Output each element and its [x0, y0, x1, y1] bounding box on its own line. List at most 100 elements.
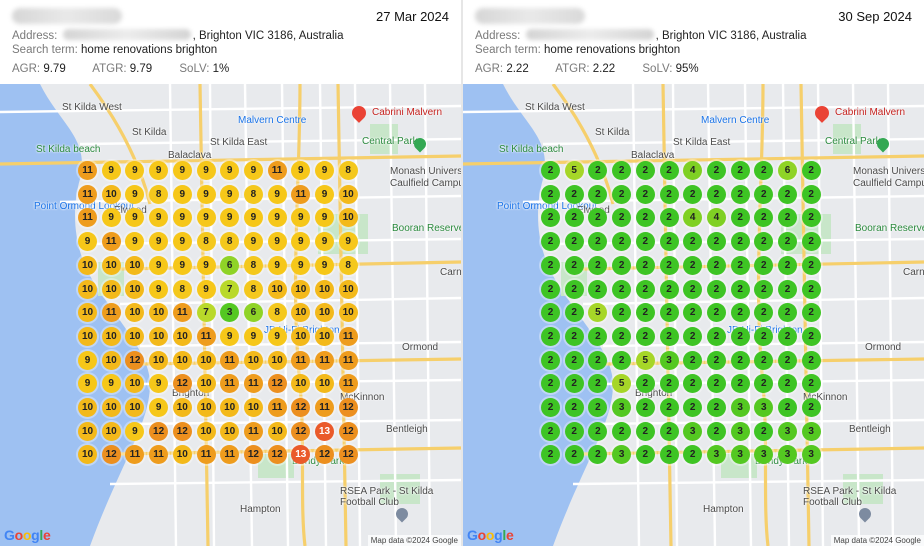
- rank-marker[interactable]: 5: [588, 303, 608, 323]
- rank-marker[interactable]: 2: [706, 184, 726, 204]
- rank-marker[interactable]: 2: [588, 208, 608, 228]
- rank-marker[interactable]: 2: [541, 445, 560, 465]
- rank-marker[interactable]: 3: [612, 398, 632, 417]
- rank-marker[interactable]: 2: [612, 161, 632, 180]
- rank-marker[interactable]: 2: [730, 303, 750, 323]
- rank-marker[interactable]: 2: [659, 445, 679, 465]
- rank-marker[interactable]: 9: [291, 232, 311, 252]
- rank-marker[interactable]: 2: [778, 326, 797, 346]
- rank-marker[interactable]: 2: [564, 232, 584, 252]
- rank-marker[interactable]: 12: [149, 421, 169, 441]
- rank-marker[interactable]: 2: [778, 303, 797, 323]
- rank-marker[interactable]: 9: [172, 255, 192, 275]
- rank-marker[interactable]: 9: [291, 161, 311, 180]
- rank-marker[interactable]: 2: [801, 374, 821, 394]
- rank-marker[interactable]: 2: [659, 326, 679, 346]
- rank-marker[interactable]: 2: [612, 232, 632, 252]
- rank-marker[interactable]: 10: [78, 326, 97, 346]
- rank-marker[interactable]: 2: [706, 350, 726, 370]
- rank-marker[interactable]: 12: [267, 374, 287, 394]
- rank-marker[interactable]: 3: [730, 445, 750, 465]
- rank-marker[interactable]: 8: [243, 255, 263, 275]
- rank-marker[interactable]: 2: [683, 232, 703, 252]
- rank-marker[interactable]: 10: [267, 350, 287, 370]
- rank-marker[interactable]: 10: [78, 445, 97, 465]
- rank-marker[interactable]: 2: [541, 350, 560, 370]
- rank-marker[interactable]: 10: [149, 350, 169, 370]
- rank-marker[interactable]: 11: [220, 445, 240, 465]
- rank-marker[interactable]: 12: [267, 445, 287, 465]
- rank-marker[interactable]: 2: [683, 326, 703, 346]
- rank-marker[interactable]: 9: [315, 184, 334, 204]
- rank-marker[interactable]: 9: [220, 326, 240, 346]
- rank-marker[interactable]: 10: [172, 445, 192, 465]
- rank-marker[interactable]: 10: [78, 398, 97, 417]
- rank-marker[interactable]: 9: [149, 161, 169, 180]
- rank-marker[interactable]: 3: [730, 421, 750, 441]
- rank-marker[interactable]: 2: [778, 232, 797, 252]
- rank-marker[interactable]: 9: [338, 232, 358, 252]
- rank-marker[interactable]: 10: [315, 374, 334, 394]
- rank-marker[interactable]: 2: [541, 374, 560, 394]
- rank-marker[interactable]: 9: [125, 208, 145, 228]
- rank-marker[interactable]: 10: [338, 208, 358, 228]
- rank-marker[interactable]: 10: [291, 326, 311, 346]
- rank-marker[interactable]: 2: [612, 421, 632, 441]
- rank-marker[interactable]: 2: [754, 184, 774, 204]
- rank-marker[interactable]: 9: [172, 208, 192, 228]
- rank-marker[interactable]: 4: [683, 208, 703, 228]
- rank-marker[interactable]: 11: [315, 398, 334, 417]
- rank-marker[interactable]: 2: [730, 232, 750, 252]
- rank-marker[interactable]: 2: [683, 350, 703, 370]
- rank-marker[interactable]: 9: [243, 161, 263, 180]
- rank-marker[interactable]: 3: [801, 421, 821, 441]
- rank-marker[interactable]: 2: [754, 303, 774, 323]
- rank-marker[interactable]: 11: [291, 350, 311, 370]
- rank-marker[interactable]: 10: [101, 398, 121, 417]
- rank-marker[interactable]: 2: [730, 184, 750, 204]
- rank-marker[interactable]: 2: [683, 374, 703, 394]
- rank-marker[interactable]: 2: [801, 350, 821, 370]
- rank-marker[interactable]: 10: [338, 279, 358, 299]
- rank-marker[interactable]: 9: [267, 232, 287, 252]
- rank-marker[interactable]: 10: [149, 326, 169, 346]
- rank-marker[interactable]: 10: [101, 279, 121, 299]
- rank-marker[interactable]: 2: [612, 350, 632, 370]
- rank-marker[interactable]: 2: [564, 208, 584, 228]
- rank-marker[interactable]: 2: [754, 421, 774, 441]
- rank-marker[interactable]: 9: [315, 232, 334, 252]
- rank-marker[interactable]: 2: [541, 208, 560, 228]
- rank-marker[interactable]: 3: [730, 398, 750, 417]
- rank-marker[interactable]: 2: [588, 350, 608, 370]
- rank-marker[interactable]: 2: [564, 303, 584, 323]
- rank-marker[interactable]: 2: [754, 255, 774, 275]
- rank-marker[interactable]: 2: [801, 161, 821, 180]
- rank-marker[interactable]: 11: [243, 374, 263, 394]
- rank-marker[interactable]: 2: [635, 398, 655, 417]
- rank-marker[interactable]: 11: [78, 184, 97, 204]
- rank-marker[interactable]: 8: [196, 232, 216, 252]
- rank-marker[interactable]: 2: [635, 421, 655, 441]
- rank-marker[interactable]: 2: [706, 279, 726, 299]
- rank-marker[interactable]: 10: [315, 326, 334, 346]
- rank-marker[interactable]: 10: [315, 303, 334, 323]
- rank-marker[interactable]: 11: [149, 445, 169, 465]
- rank-marker[interactable]: 2: [659, 303, 679, 323]
- rank-marker[interactable]: 2: [754, 161, 774, 180]
- rank-marker[interactable]: 3: [706, 445, 726, 465]
- rank-marker[interactable]: 3: [683, 421, 703, 441]
- rank-marker[interactable]: 9: [101, 208, 121, 228]
- rank-marker[interactable]: 7: [220, 279, 240, 299]
- rank-marker[interactable]: 2: [588, 445, 608, 465]
- rank-marker[interactable]: 2: [659, 184, 679, 204]
- rank-marker[interactable]: 2: [612, 303, 632, 323]
- rank-marker[interactable]: 12: [172, 374, 192, 394]
- rank-marker[interactable]: 2: [564, 421, 584, 441]
- rank-marker[interactable]: 11: [101, 303, 121, 323]
- rank-marker[interactable]: 2: [564, 374, 584, 394]
- rank-marker[interactable]: 12: [338, 445, 358, 465]
- rank-marker[interactable]: 9: [220, 161, 240, 180]
- rank-marker[interactable]: 9: [172, 232, 192, 252]
- rank-marker[interactable]: 2: [754, 350, 774, 370]
- rank-marker[interactable]: 2: [659, 398, 679, 417]
